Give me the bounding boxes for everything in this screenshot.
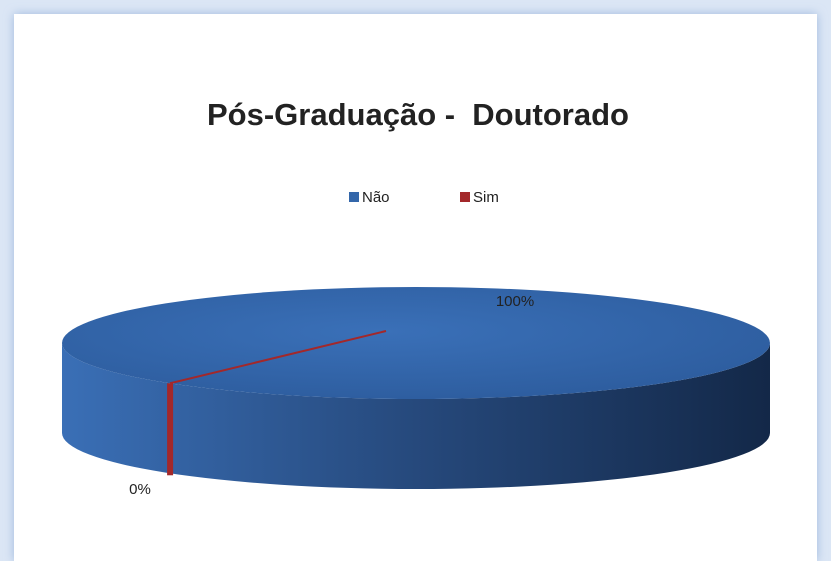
legend-label: Não — [362, 189, 390, 206]
pie-slice — [169, 330, 387, 385]
legend-swatch — [349, 192, 359, 202]
pie-side — [167, 383, 174, 476]
legend-swatch — [460, 192, 470, 202]
legend-label: Sim — [473, 189, 499, 206]
pie-slice — [62, 287, 770, 399]
data-label: 100% — [496, 293, 534, 310]
pie-side — [62, 343, 770, 489]
chart-title: Pós-Graduação - Doutorado — [207, 97, 629, 132]
data-label: 0% — [129, 481, 151, 498]
